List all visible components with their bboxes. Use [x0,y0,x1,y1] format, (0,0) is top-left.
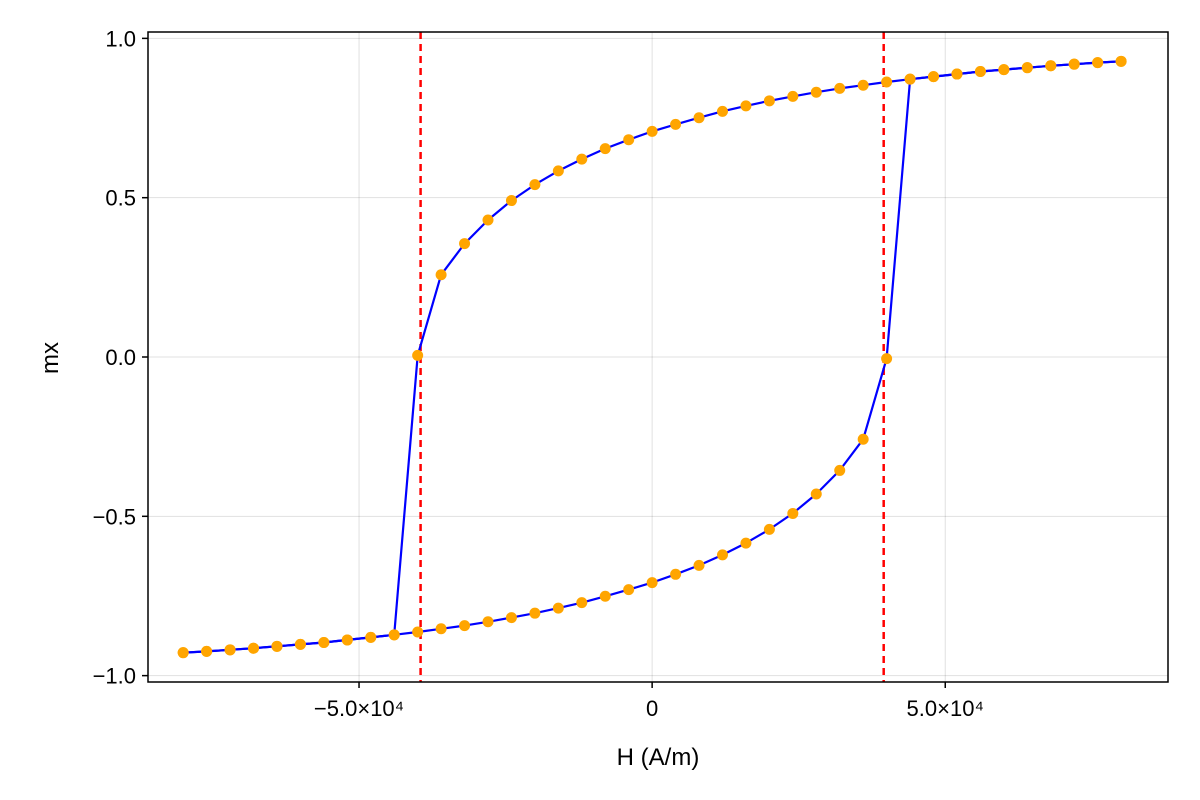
data-point-1-7 [951,68,963,80]
data-point-1-31 [388,629,400,641]
data-point-0-30 [881,353,893,365]
data-point-1-37 [248,642,260,654]
data-point-1-19 [670,118,682,130]
data-point-0-25 [763,523,775,535]
data-point-1-34 [318,636,330,648]
data-point-1-36 [271,640,283,652]
data-point-0-19 [623,584,635,596]
data-point-0-22 [693,559,705,571]
y-axis-label: mx [37,342,64,374]
data-point-1-16 [740,100,752,112]
data-point-1-21 [623,134,635,146]
data-point-1-24 [552,165,564,177]
y-tick-label-1: −0.5 [93,504,136,529]
data-point-0-11 [435,623,447,635]
y-tick-label-4: 1.0 [105,26,136,51]
data-point-0-15 [529,607,541,619]
data-point-1-3 [1045,60,1057,72]
data-point-1-39 [201,645,213,657]
data-point-1-22 [599,143,611,155]
data-point-1-30 [412,349,424,361]
data-point-1-6 [974,66,986,78]
data-point-0-23 [716,549,728,561]
data-point-0-26 [787,507,799,519]
data-point-1-18 [693,112,705,124]
data-point-0-27 [810,488,822,500]
data-point-1-12 [834,82,846,94]
data-point-0-29 [857,433,869,445]
data-point-1-28 [459,238,471,250]
data-point-0-20 [646,577,658,589]
data-point-1-0 [1115,55,1127,67]
data-point-1-11 [857,79,869,91]
data-point-1-2 [1068,58,1080,70]
x-tick-label-2: 5.0×10⁴ [907,696,984,721]
data-point-1-40 [177,647,189,659]
data-point-1-23 [576,153,588,165]
x-tick-label-1: 0 [646,696,658,721]
data-point-1-15 [763,95,775,107]
data-point-0-24 [740,537,752,549]
y-tick-label-2: 0.0 [105,345,136,370]
data-point-1-5 [998,64,1010,76]
data-point-1-35 [294,638,306,650]
data-point-1-8 [928,71,940,83]
data-point-1-14 [787,90,799,102]
data-point-0-21 [670,568,682,580]
data-point-1-29 [435,269,447,281]
data-point-0-17 [576,597,588,609]
data-point-0-18 [599,590,611,602]
data-point-1-38 [224,644,236,656]
data-point-1-27 [482,214,494,226]
data-point-0-28 [834,464,846,476]
data-point-1-13 [810,86,822,98]
data-point-1-10 [881,76,893,88]
data-point-1-9 [904,73,916,85]
y-tick-label-0: −1.0 [93,664,136,689]
data-point-1-26 [505,195,517,207]
data-point-1-32 [365,631,377,643]
x-tick-label-0: −5.0×10⁴ [314,696,404,721]
data-point-0-16 [552,602,564,614]
grid [148,32,1168,682]
y-tick-label-3: 0.5 [105,186,136,211]
x-axis-label: H (A/m) [617,744,700,771]
data-point-1-25 [529,179,541,191]
ticks: −5.0×10⁴ 0 5.0×10⁴ −1.0 −0.5 0.0 0.5 1.0 [93,26,984,721]
data-point-0-10 [412,626,424,638]
data-point-0-12 [459,620,471,632]
data-point-1-20 [646,125,658,137]
data-point-0-13 [482,616,494,628]
data-point-1-4 [1021,62,1033,74]
data-point-0-14 [505,612,517,624]
data-point-1-1 [1092,57,1104,69]
data-point-1-17 [716,105,728,117]
series-group [177,55,1127,659]
data-point-1-33 [341,634,353,646]
